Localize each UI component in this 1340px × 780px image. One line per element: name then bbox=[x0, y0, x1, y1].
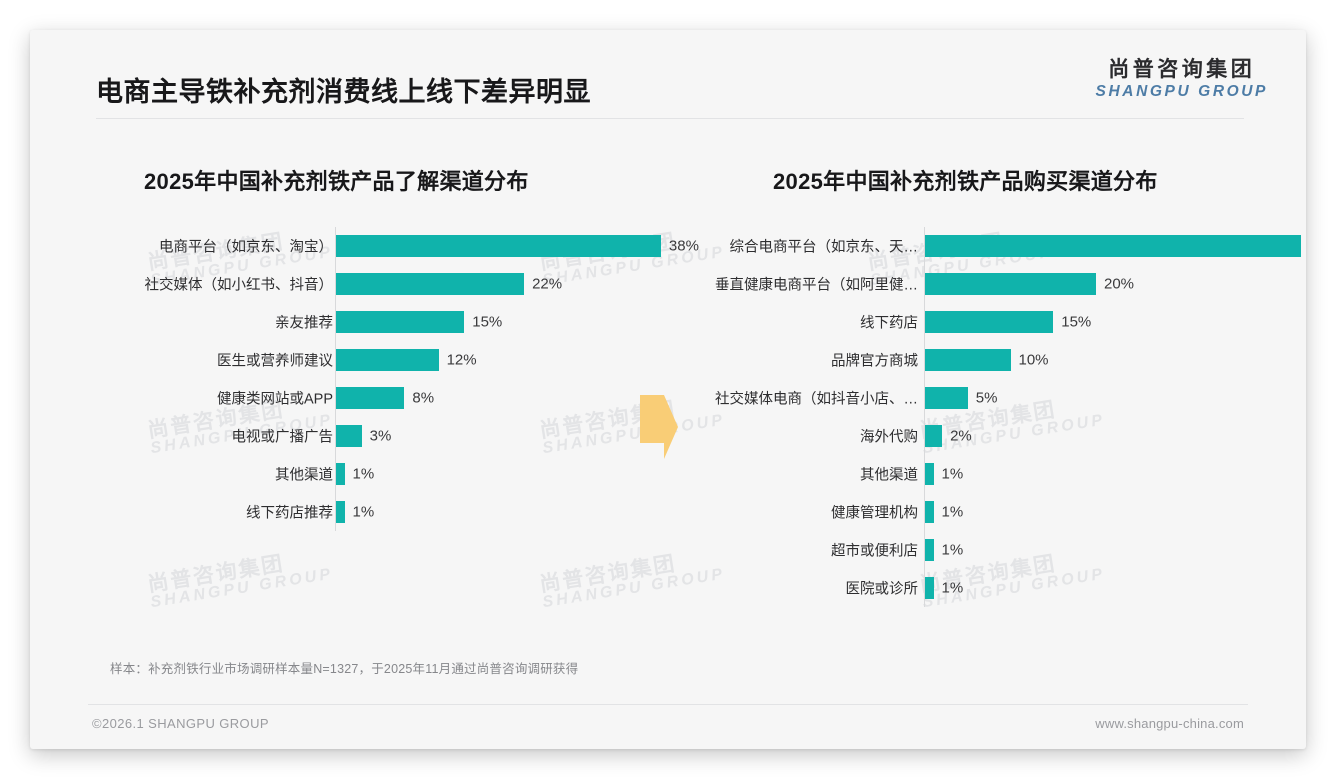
chart-bar bbox=[336, 273, 525, 295]
page-title: 电商主导铁补充剂消费线上线下差异明显 bbox=[96, 77, 591, 107]
bar-category-label: 线下药店 bbox=[860, 315, 918, 332]
charts-container: 2025年中国补充剂铁产品了解渠道分布 电商平台（如京东、淘宝） 38% 社交媒体（… bbox=[30, 122, 1306, 682]
chart-bar bbox=[336, 501, 345, 523]
chart-bar bbox=[925, 273, 1096, 295]
bar-category-label: 其他渠道 bbox=[860, 467, 918, 484]
slide-header: 电商主导铁补充剂消费线上线下差异明显 尚普咨询集团 SHANGPU GROUP bbox=[30, 30, 1306, 122]
chart-bar bbox=[925, 349, 1011, 371]
footer-divider bbox=[88, 704, 1248, 705]
chart-bar-row: 综合电商平台（如京东、天…44% bbox=[685, 227, 1302, 265]
chart-bar-row: 其他渠道 1% bbox=[685, 455, 1285, 493]
bar-category-label: 其他渠道 bbox=[275, 467, 333, 484]
bar-value-label: 15% bbox=[1061, 313, 1092, 331]
chart-bar-row: 垂直健康电商平台（如阿里健… 20% bbox=[685, 265, 1285, 303]
chart-bar-row: 健康类网站或APP 8% bbox=[90, 379, 690, 417]
bar-value-label: 1% bbox=[941, 541, 964, 559]
chart-bar bbox=[336, 463, 345, 485]
chart-bar-row: 社交媒体电商（如抖音小店、… 5% bbox=[685, 379, 1285, 417]
bar-value-label: 1% bbox=[941, 465, 964, 483]
bar-category-label: 亲友推荐 bbox=[275, 315, 333, 332]
bar-category-label: 医生或营养师建议 bbox=[217, 353, 333, 370]
bar-category-label: 电商平台（如京东、淘宝） bbox=[159, 239, 333, 256]
chart-purchase: 2025年中国补充剂铁产品购买渠道分布 综合电商平台（如京东、天…44%垂直健康… bbox=[685, 122, 1302, 682]
brand-logo: 尚普咨询集团 SHANGPU GROUP bbox=[1096, 58, 1268, 102]
bar-value-label: 1% bbox=[352, 465, 375, 483]
chart-bar-row: 其他渠道 1% bbox=[90, 455, 690, 493]
chart-awareness: 2025年中国补充剂铁产品了解渠道分布 电商平台（如京东、淘宝） 38% 社交媒体（… bbox=[90, 122, 699, 682]
chart-bar bbox=[925, 387, 968, 409]
chart-bar bbox=[336, 349, 439, 371]
bar-category-label: 线下药店推荐 bbox=[246, 505, 333, 522]
chart-title: 2025年中国补充剂铁产品购买渠道分布 bbox=[773, 169, 1158, 194]
chart-bar-row: 线下药店 15% bbox=[685, 303, 1285, 341]
bar-value-label: 22% bbox=[532, 275, 563, 293]
bar-value-label: 15% bbox=[472, 313, 503, 331]
footer-website[interactable]: www.shangpu-china.com bbox=[1095, 716, 1244, 731]
brand-name-en: SHANGPU GROUP bbox=[1095, 83, 1268, 101]
bar-value-label: 10% bbox=[1018, 351, 1049, 369]
chart-plot-area: 综合电商平台（如京东、天…44% 垂直健康电商平台（如阿里健… 20% 线下药店 15%… bbox=[685, 227, 1302, 607]
bar-category-label: 综合电商平台（如京东、天… bbox=[729, 239, 919, 256]
bar-value-label: 20% bbox=[1104, 275, 1135, 293]
bar-value-label: 1% bbox=[941, 579, 964, 597]
bar-value-label: 1% bbox=[941, 503, 964, 521]
chart-bar bbox=[925, 425, 943, 447]
right-arrow-icon bbox=[638, 385, 680, 469]
bar-category-label: 社交媒体（如小红书、抖音） bbox=[144, 277, 334, 294]
chart-bar-row: 社交媒体（如小红书、抖音） 22% bbox=[90, 265, 690, 303]
chart-bar-row: 线下药店推荐 1% bbox=[90, 493, 690, 531]
chart-bar bbox=[925, 463, 934, 485]
bar-category-label: 医院或诊所 bbox=[845, 581, 919, 598]
chart-bar bbox=[925, 577, 934, 599]
chart-bar bbox=[925, 311, 1054, 333]
bar-category-label: 电视或广播广告 bbox=[231, 429, 334, 446]
chart-bar-row: 电视或广播广告 3% bbox=[90, 417, 690, 455]
chart-axis-line bbox=[335, 227, 336, 531]
chart-bar bbox=[336, 235, 661, 257]
bar-value-label: 1% bbox=[352, 503, 375, 521]
chart-bar bbox=[925, 235, 1302, 257]
bar-value-label: 8% bbox=[412, 389, 435, 407]
bar-category-label: 品牌官方商城 bbox=[831, 353, 918, 370]
chart-bar-row: 健康管理机构 1% bbox=[685, 493, 1285, 531]
bar-category-label: 健康类网站或APP bbox=[216, 391, 333, 408]
chart-bar-row: 医院或诊所 1% bbox=[685, 569, 1285, 607]
bar-value-label: 3% bbox=[369, 427, 392, 445]
footer-copyright: ©2026.1 SHANGPU GROUP bbox=[92, 716, 269, 731]
slide-card: 尚普咨询集团 SHANGPU GROUP 尚普咨询集团 SHANGPU GROU… bbox=[30, 30, 1306, 749]
chart-bar bbox=[336, 425, 362, 447]
bar-value-label: 38% bbox=[668, 237, 699, 255]
chart-axis-line bbox=[924, 227, 925, 607]
bar-category-label: 海外代购 bbox=[860, 429, 918, 446]
chart-bar-row: 海外代购 2% bbox=[685, 417, 1285, 455]
bar-category-label: 垂直健康电商平台（如阿里健… bbox=[715, 277, 918, 294]
chart-bar-row: 医生或营养师建议 12% bbox=[90, 341, 690, 379]
bar-category-label: 健康管理机构 bbox=[831, 505, 918, 522]
chart-bar-row: 亲友推荐 15% bbox=[90, 303, 690, 341]
bar-value-label: 12% bbox=[446, 351, 477, 369]
chart-plot-area: 电商平台（如京东、淘宝） 38% 社交媒体（如小红书、抖音） 22% 亲友推荐 15% 医生… bbox=[90, 227, 699, 531]
chart-bar-row: 超市或便利店 1% bbox=[685, 531, 1285, 569]
sample-footnote: 样本：补充剂铁行业市场调研样本量N=1327，于2025年11月通过尚普咨询调研… bbox=[110, 662, 579, 676]
title-divider bbox=[96, 118, 1244, 119]
chart-bar bbox=[336, 311, 465, 333]
chart-bar-row: 品牌官方商城 10% bbox=[685, 341, 1285, 379]
chart-bar bbox=[336, 387, 405, 409]
chart-bar bbox=[925, 501, 934, 523]
brand-name-cn: 尚普咨询集团 bbox=[1108, 58, 1256, 81]
bar-category-label: 超市或便利店 bbox=[831, 543, 918, 560]
chart-bar bbox=[925, 539, 934, 561]
chart-bar-row: 电商平台（如京东、淘宝） 38% bbox=[90, 227, 699, 265]
bar-value-label: 2% bbox=[950, 427, 972, 445]
chart-title: 2025年中国补充剂铁产品了解渠道分布 bbox=[144, 169, 529, 194]
bar-value-label: 5% bbox=[975, 389, 998, 407]
bar-category-label: 社交媒体电商（如抖音小店、… bbox=[715, 391, 918, 408]
